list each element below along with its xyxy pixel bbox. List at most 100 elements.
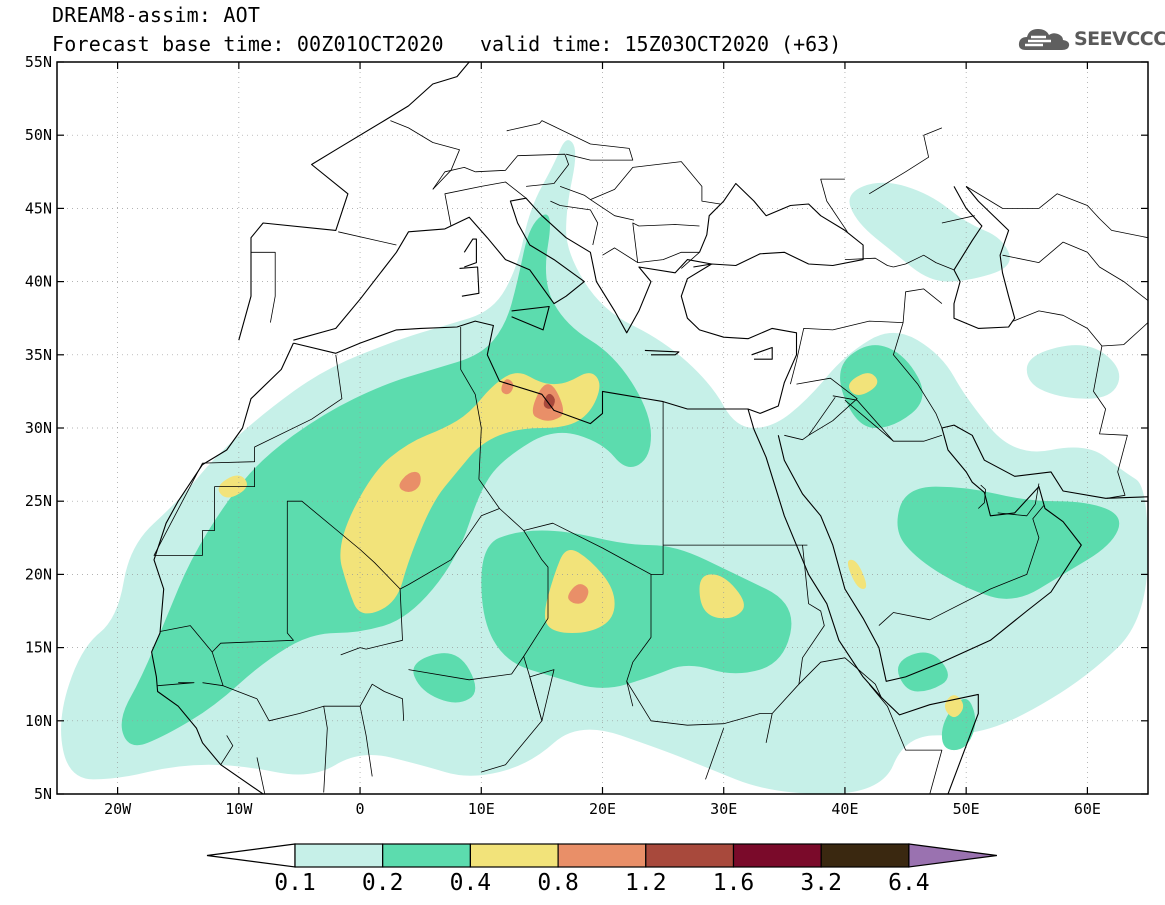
lon-tick-label: 40E <box>831 800 858 818</box>
dust-region-level-1 <box>897 652 948 692</box>
forecast-base-time: Forecast base time: 00Z01OCT2020 <box>52 32 444 56</box>
lat-tick-label: 5N <box>34 785 52 803</box>
country-border <box>893 254 955 271</box>
country-border <box>978 484 986 509</box>
country-border <box>550 200 599 246</box>
country-border <box>1101 322 1148 347</box>
map-title: DREAM8-assim: AOT <box>52 3 261 27</box>
colorbar-label: 1.2 <box>625 870 667 896</box>
colorbar-cell <box>469 843 559 868</box>
country-border <box>256 757 266 794</box>
lat-tick-label: 25N <box>25 492 52 510</box>
coastline <box>747 408 979 794</box>
dust-region-level-0 <box>1026 345 1120 399</box>
axis-ticks: 55N 50N 45N 40N 35N 30N 25N 20N 15N 10N 5N 20W 10W 0 1… <box>25 53 1148 818</box>
coastline <box>238 62 470 341</box>
coastline <box>953 186 1016 329</box>
dust-region-level-3 <box>568 584 589 604</box>
country-border <box>1013 310 1128 499</box>
lat-tick-label: 20N <box>25 565 52 583</box>
colorbar-under-arrow <box>206 843 296 868</box>
country-border <box>784 377 858 441</box>
lat-tick-label: 55N <box>25 53 52 71</box>
coastline <box>644 349 680 356</box>
lon-tick-label: 20W <box>104 800 132 818</box>
colorbar-cell <box>645 843 735 868</box>
country-border <box>159 625 213 653</box>
colorbar-cell <box>294 843 384 868</box>
colorbar-over-arrow <box>908 843 997 868</box>
dust-region-level-0 <box>849 182 1010 282</box>
country-border <box>408 656 525 681</box>
dust-region-level-3 <box>399 471 421 493</box>
coastline <box>693 182 864 268</box>
country-border <box>444 181 527 227</box>
country-border <box>1002 241 1148 301</box>
colorbar-cell <box>557 843 647 868</box>
country-border <box>432 167 476 190</box>
country-border <box>590 161 721 205</box>
dust-region-level-2 <box>340 373 600 614</box>
dust-region-level-2 <box>699 574 744 619</box>
country-border <box>965 186 1148 239</box>
coastline <box>459 266 480 297</box>
coastline <box>777 424 1148 682</box>
dust-region-level-1 <box>413 653 476 703</box>
country-border <box>868 127 943 195</box>
colorbar-cell <box>820 843 910 868</box>
country-border <box>559 186 635 221</box>
country-border <box>481 669 555 773</box>
country-border <box>390 120 460 190</box>
country-border <box>798 657 882 698</box>
country-border <box>902 288 943 323</box>
country-border <box>153 354 343 556</box>
cloud-icon <box>1018 29 1070 50</box>
colorbar-label: 0.8 <box>537 870 579 896</box>
coastline <box>151 342 294 794</box>
lat-tick-label: 40N <box>25 273 52 291</box>
coastline <box>293 197 798 425</box>
dust-region-level-1 <box>897 486 1120 599</box>
lon-tick-label: 60E <box>1074 800 1101 818</box>
country-border <box>475 153 569 187</box>
country-border <box>220 735 234 765</box>
country-border <box>202 682 224 687</box>
country-border <box>808 397 836 436</box>
lat-tick-label: 30N <box>25 419 52 437</box>
country-border <box>878 505 1045 626</box>
lat-tick-label: 15N <box>25 639 52 657</box>
country-border <box>705 727 725 780</box>
colorbar-label: 0.2 <box>361 870 404 896</box>
lon-tick-label: 20E <box>589 800 616 818</box>
lat-tick-label: 35N <box>25 346 52 364</box>
lat-tick-label: 10N <box>25 712 52 730</box>
lon-tick-label: 10E <box>468 800 495 818</box>
country-border <box>844 399 894 442</box>
colorbar-label: 0.1 <box>274 870 316 896</box>
coastline <box>463 238 477 268</box>
dust-field <box>61 140 1148 794</box>
colorbar-label: 3.2 <box>800 870 842 896</box>
logo-text: SEEVCCC <box>1074 28 1165 50</box>
valid-time: valid time: 15Z03OCT2020 (+63) <box>480 32 842 56</box>
colorbar-label: 1.6 <box>712 870 755 896</box>
country-border <box>251 251 276 323</box>
lon-tick-label: 10W <box>225 800 253 818</box>
country-border <box>359 706 373 777</box>
dust-region-level-2 <box>848 373 878 396</box>
country-border <box>765 545 825 743</box>
coastlines <box>151 62 1148 794</box>
coastline <box>511 305 550 331</box>
coastline <box>751 346 773 360</box>
country-border <box>997 483 1040 517</box>
colorbar-label: 6.4 <box>888 870 930 896</box>
country-border <box>941 215 975 224</box>
lon-tick-label: 0 <box>356 800 365 818</box>
seevccc-logo: SEEVCCC <box>1016 24 1165 56</box>
country-border <box>157 682 195 687</box>
country-border <box>340 588 403 656</box>
lat-tick-label: 50N <box>25 126 52 144</box>
country-border <box>499 508 652 707</box>
country-border <box>338 231 397 246</box>
